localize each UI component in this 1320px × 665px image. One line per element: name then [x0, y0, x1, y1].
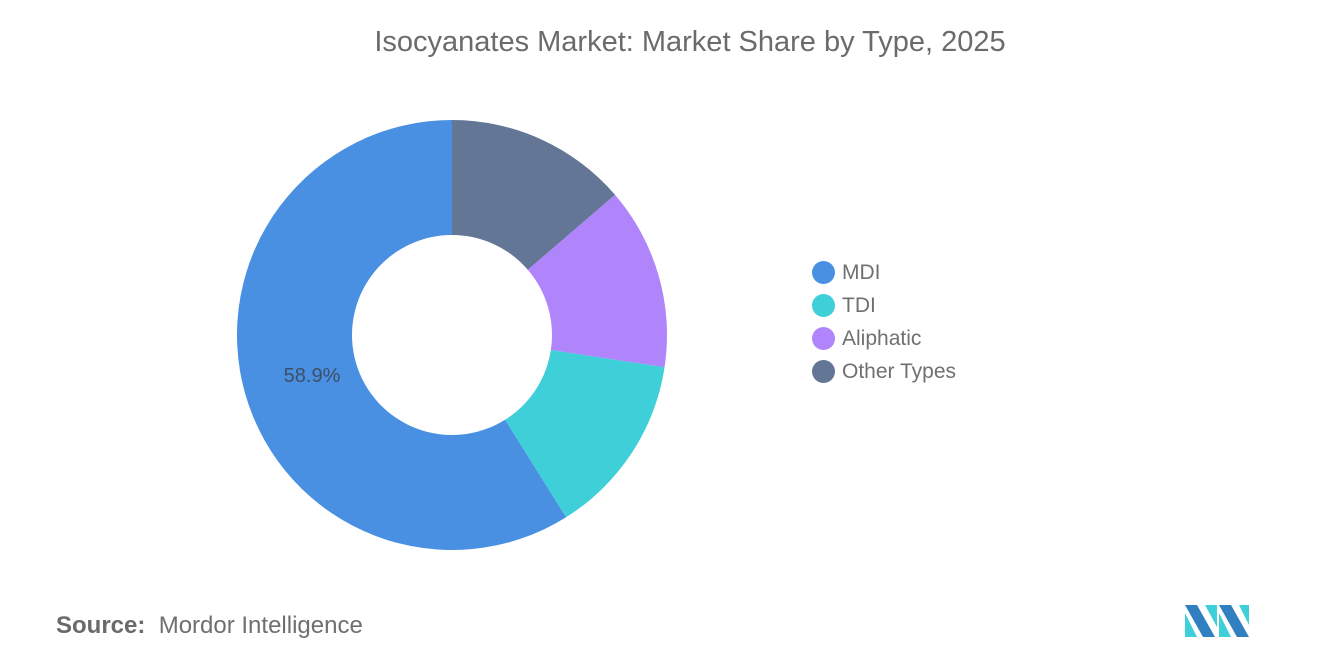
- aliphatic-swatch-icon: [812, 327, 835, 350]
- mordor-intelligence-logo-icon: [1185, 605, 1249, 637]
- legend-item-tdi: TDI: [812, 289, 956, 322]
- source-note: Source: Mordor Intelligence: [56, 612, 363, 640]
- source-value: Mordor Intelligence: [158, 612, 363, 639]
- legend-label: Aliphatic: [842, 326, 922, 350]
- slice-aliphatic: [527, 194, 667, 368]
- donut-slices: [236, 120, 667, 550]
- legend-label: MDI: [842, 260, 881, 284]
- legend-item-aliphatic: Aliphatic: [812, 322, 956, 355]
- legend-label: Other Types: [842, 359, 957, 383]
- legend-label: TDI: [842, 293, 876, 317]
- slice-other-types: [452, 120, 616, 270]
- legend: MDI TDI Aliphatic Other Types: [812, 256, 956, 388]
- legend-item-other-types: Other Types: [812, 355, 956, 388]
- mdi-data-label: 58.9%: [284, 365, 341, 387]
- slice-mdi: [236, 120, 567, 550]
- chart-title: Isocyanates Market: Market Share by Type…: [374, 26, 1006, 58]
- other-types-swatch-icon: [812, 360, 835, 383]
- source-label: Source:: [56, 612, 146, 639]
- legend-item-mdi: MDI: [812, 256, 956, 289]
- slice-tdi: [505, 350, 665, 518]
- mdi-swatch-icon: [812, 261, 835, 284]
- tdi-swatch-icon: [812, 294, 835, 317]
